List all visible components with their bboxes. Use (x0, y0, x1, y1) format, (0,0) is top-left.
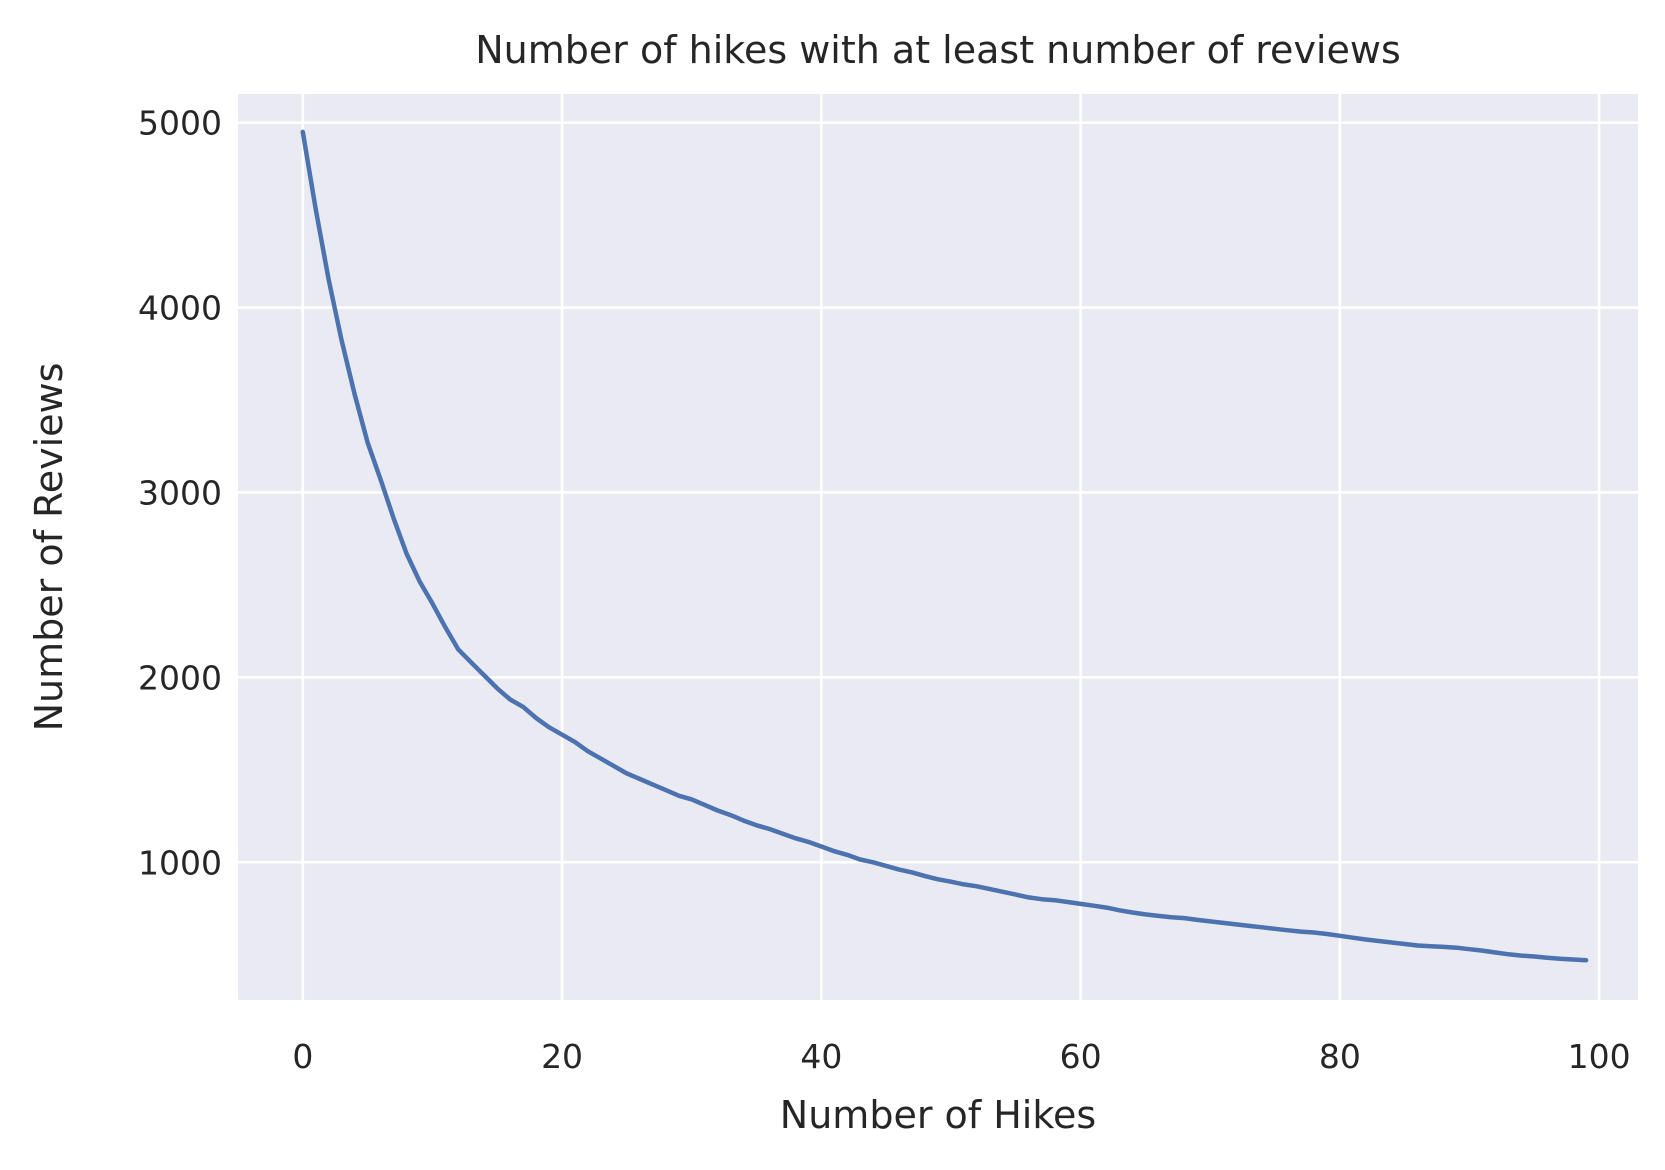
x-tick-label: 40 (800, 1037, 842, 1076)
y-tick-label: 2000 (138, 658, 222, 697)
y-tick-label: 1000 (138, 843, 222, 882)
tick-labels: 0 20 40 60 80 100 1000 2000 3000 4000 5000 (138, 104, 1631, 1076)
y-tick-label: 3000 (138, 473, 222, 512)
x-axis-label: Number of Hikes (780, 1093, 1096, 1137)
chart-title: Number of hikes with at least number of … (475, 28, 1401, 72)
y-axis-label: Number of Reviews (27, 363, 71, 732)
x-tick-label: 60 (1060, 1037, 1102, 1076)
x-tick-label: 20 (541, 1037, 583, 1076)
plot-background (238, 94, 1638, 1000)
x-tick-label: 80 (1319, 1037, 1361, 1076)
series-line (300, 129, 1589, 963)
x-tick-label: 0 (292, 1037, 313, 1076)
y-tick-label: 4000 (138, 289, 222, 328)
y-tick-label: 5000 (138, 104, 222, 143)
series-group (300, 129, 1589, 963)
x-tick-label: 100 (1568, 1037, 1631, 1076)
grid-lines (238, 94, 1638, 1000)
